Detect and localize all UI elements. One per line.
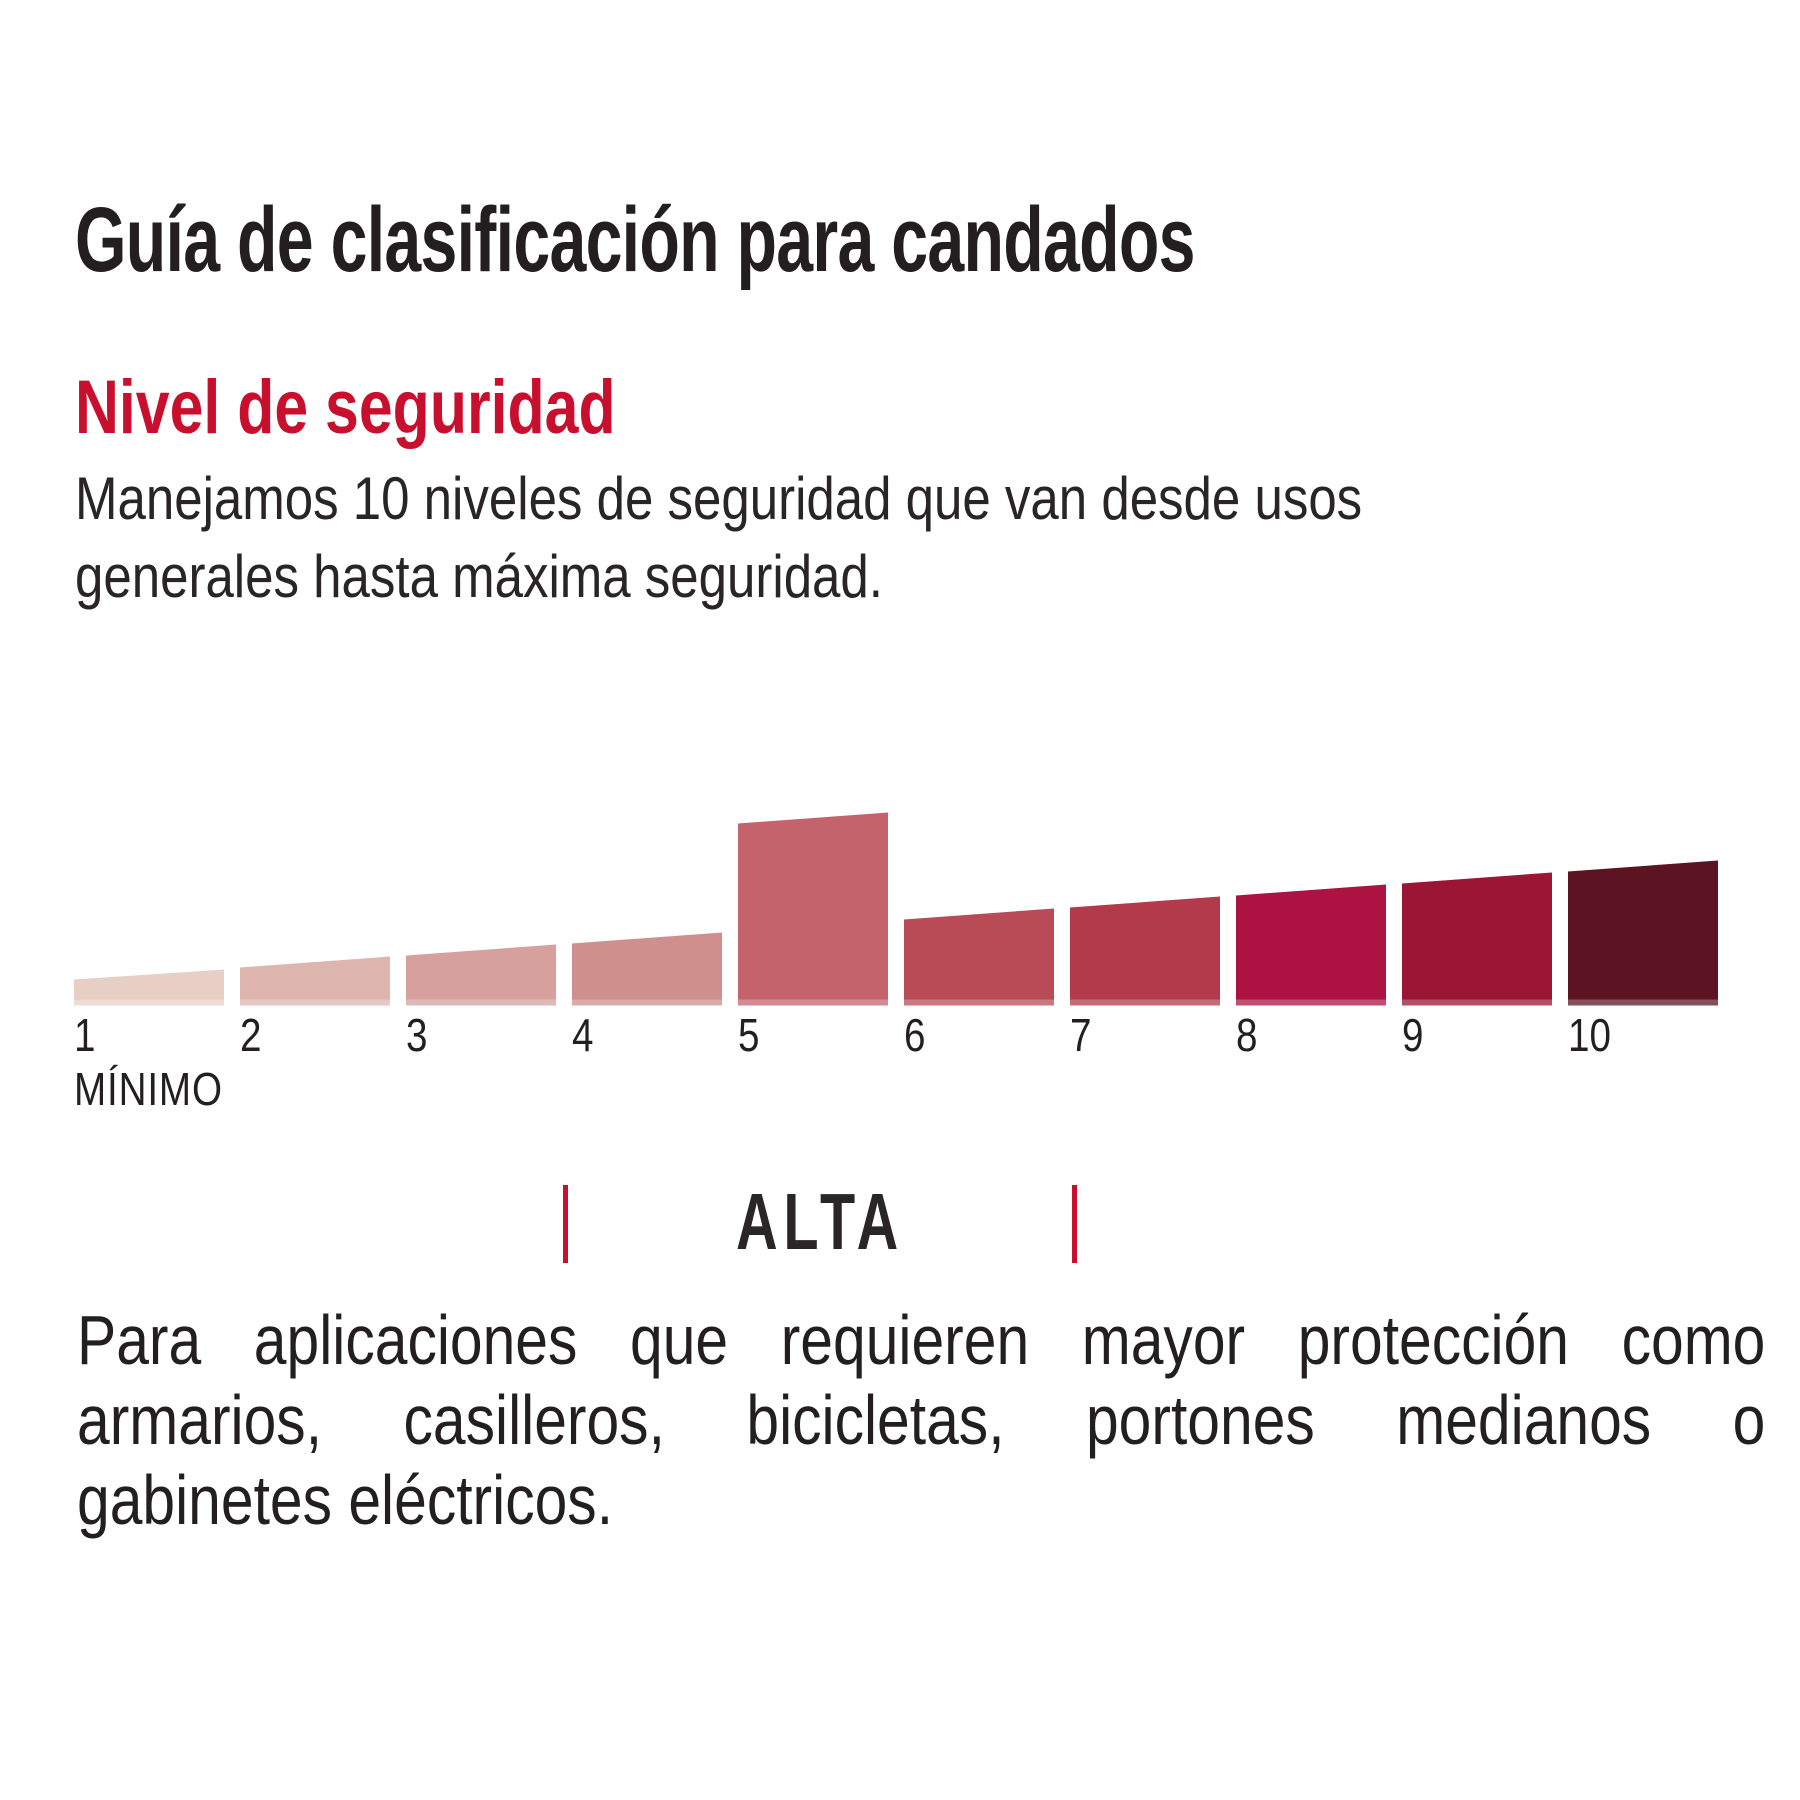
description-word: protección bbox=[1297, 1301, 1569, 1379]
description-word: Para bbox=[77, 1301, 202, 1379]
x-axis-label-6: 6 bbox=[904, 1009, 926, 1061]
description-line-3: gabinetes eléctricos. bbox=[77, 1461, 614, 1539]
bar-level-5-highlighted bbox=[738, 812, 888, 1006]
x-axis-label-9: 9 bbox=[1402, 1009, 1424, 1061]
bar-level-9 bbox=[1402, 872, 1552, 1006]
intro-paragraph: Manejamos 10 niveles de seguridad que va… bbox=[75, 460, 1362, 616]
x-axis-label-10: 10 bbox=[1568, 1009, 1611, 1061]
x-axis-min-label: MÍNIMO bbox=[74, 1063, 223, 1115]
x-axis-label-5: 5 bbox=[738, 1009, 760, 1061]
description-paragraph: Para aplicaciones que requieren mayor protecc… bbox=[77, 1300, 1765, 1540]
page-title: Guía de clasificación para candados bbox=[75, 189, 1195, 291]
description-line-2: armarios, casilleros, bicicletas, portones m… bbox=[77, 1380, 1765, 1460]
x-axis-label-8: 8 bbox=[1236, 1009, 1258, 1061]
description-word: medianos bbox=[1396, 1381, 1652, 1459]
description-word: que bbox=[630, 1301, 729, 1379]
x-axis-label-4: 4 bbox=[572, 1009, 594, 1061]
bar-level-6 bbox=[904, 908, 1054, 1006]
description-word: bicicletas, bbox=[746, 1381, 1005, 1459]
x-axis-label-2: 2 bbox=[240, 1009, 262, 1061]
description-word: casilleros, bbox=[403, 1381, 665, 1459]
description-word: mayor bbox=[1081, 1301, 1246, 1379]
description-word: aplicaciones bbox=[253, 1301, 578, 1379]
x-axis-label-7: 7 bbox=[1070, 1009, 1092, 1061]
description-word: como bbox=[1621, 1301, 1766, 1379]
description-word: armarios, bbox=[77, 1381, 323, 1459]
x-axis-label-3: 3 bbox=[406, 1009, 428, 1061]
range-label-alta: ALTA bbox=[735, 1177, 905, 1266]
bar-level-7 bbox=[1070, 896, 1220, 1006]
description-line-1: Para aplicaciones que requieren mayor protecc… bbox=[77, 1300, 1765, 1380]
bar-level-1 bbox=[74, 969, 224, 1006]
bar-level-2 bbox=[240, 956, 390, 1006]
range-bracket-right-tick bbox=[1072, 1185, 1077, 1263]
description-word: o bbox=[1732, 1381, 1766, 1459]
bar-bottom-fade bbox=[74, 999, 1718, 1006]
intro-line-2: generales hasta máxima seguridad. bbox=[75, 543, 883, 610]
description-word: requieren bbox=[780, 1301, 1030, 1379]
bar-level-3 bbox=[406, 944, 556, 1006]
security-level-bar-chart bbox=[74, 812, 1718, 1006]
range-bracket-left-tick bbox=[563, 1185, 568, 1263]
x-axis-label-1: 1 bbox=[74, 1009, 96, 1061]
description-word: portones bbox=[1085, 1381, 1315, 1459]
intro-line-1: Manejamos 10 niveles de seguridad que va… bbox=[75, 465, 1363, 532]
bar-level-8 bbox=[1236, 884, 1386, 1006]
bar-level-10 bbox=[1568, 860, 1718, 1006]
section-heading-security-level: Nivel de seguridad bbox=[75, 365, 616, 450]
bar-level-4 bbox=[572, 932, 722, 1006]
